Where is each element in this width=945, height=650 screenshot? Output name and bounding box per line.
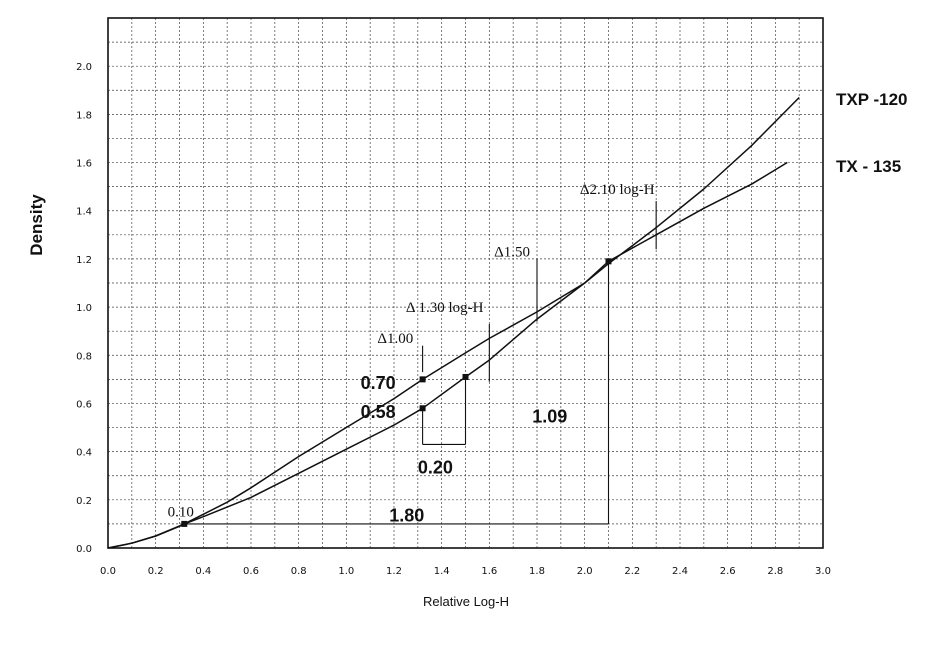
x-tick-label: 1.4 xyxy=(434,566,450,577)
annotation-label: 0.70 xyxy=(361,373,396,393)
x-tick-label: 1.0 xyxy=(338,566,354,577)
x-axis-title: Relative Log-H xyxy=(423,594,509,609)
x-tick-label: 2.6 xyxy=(720,566,736,577)
x-tick-label: 1.8 xyxy=(529,566,545,577)
annotation-label: 0.58 xyxy=(361,402,396,422)
x-tick-label: 0.0 xyxy=(100,566,116,577)
y-axis-title: Density xyxy=(27,194,46,256)
point-markers xyxy=(181,258,612,527)
y-tick-label: 0.4 xyxy=(76,448,92,459)
x-tick-label: 0.4 xyxy=(195,566,211,577)
y-tick-label: 1.8 xyxy=(76,110,92,121)
x-tick-label: 0.2 xyxy=(148,566,164,577)
x-tick-label: 3.0 xyxy=(815,566,831,577)
annotation-label: 0.20 xyxy=(418,457,453,477)
series-line-txp-120 xyxy=(107,96,800,549)
y-tick-label: 0.6 xyxy=(76,399,92,410)
x-tick-label: 1.2 xyxy=(386,566,402,577)
y-tick-label: 0.0 xyxy=(76,544,92,555)
annotation-label: Δ 1.30 log-H xyxy=(406,300,484,316)
series-label-txp-120: TXP -120 xyxy=(836,90,908,109)
x-tick-label: 2.4 xyxy=(672,566,688,577)
data-point xyxy=(419,405,426,412)
x-tick-label: 2.0 xyxy=(577,566,593,577)
labels: Relative Log-H Density TXP -120 TX - 135 xyxy=(27,90,908,609)
y-tick-label: 1.0 xyxy=(76,303,92,314)
y-tick-label: 1.4 xyxy=(76,207,92,218)
annotation-label: Δ1.00 xyxy=(377,331,413,347)
data-point xyxy=(181,520,188,527)
y-tick-label: 1.2 xyxy=(76,255,92,266)
annotation-label: 1.80 xyxy=(389,506,424,526)
y-tick-label: 0.2 xyxy=(76,496,92,507)
annotation-label: 1.09 xyxy=(532,407,567,427)
grid xyxy=(107,17,824,549)
data-point xyxy=(605,258,612,265)
x-tick-label: 0.8 xyxy=(291,566,307,577)
annotation-label: 0.10 xyxy=(168,505,194,521)
series-label-tx-135: TX - 135 xyxy=(836,157,901,176)
data-point xyxy=(419,376,426,383)
data-point xyxy=(462,373,469,380)
tick-labels: 0.0 0.2 0.4 0.6 0.8 1.0 1.2 1.4 1.6 1.8 2.0 2.2 2.4 2… xyxy=(76,62,831,577)
x-tick-label: 0.6 xyxy=(243,566,259,577)
plot-frame xyxy=(107,17,824,549)
y-tick-label: 1.6 xyxy=(76,159,92,170)
annotation-label: Δ1.50 xyxy=(494,245,530,261)
y-tick-label: 2.0 xyxy=(76,62,92,73)
x-tick-label: 2.8 xyxy=(767,566,783,577)
y-tick-label: 0.8 xyxy=(76,351,92,362)
x-tick-label: 1.6 xyxy=(481,566,497,577)
x-tick-label: 2.2 xyxy=(624,566,640,577)
annotations: 0.10 Δ1.00 Δ 1.30 log-H Δ1.50 Δ2.10 log-H 0.7… xyxy=(168,182,655,526)
series-lines xyxy=(107,96,800,549)
annotation-label: Δ2.10 log-H xyxy=(580,182,655,198)
